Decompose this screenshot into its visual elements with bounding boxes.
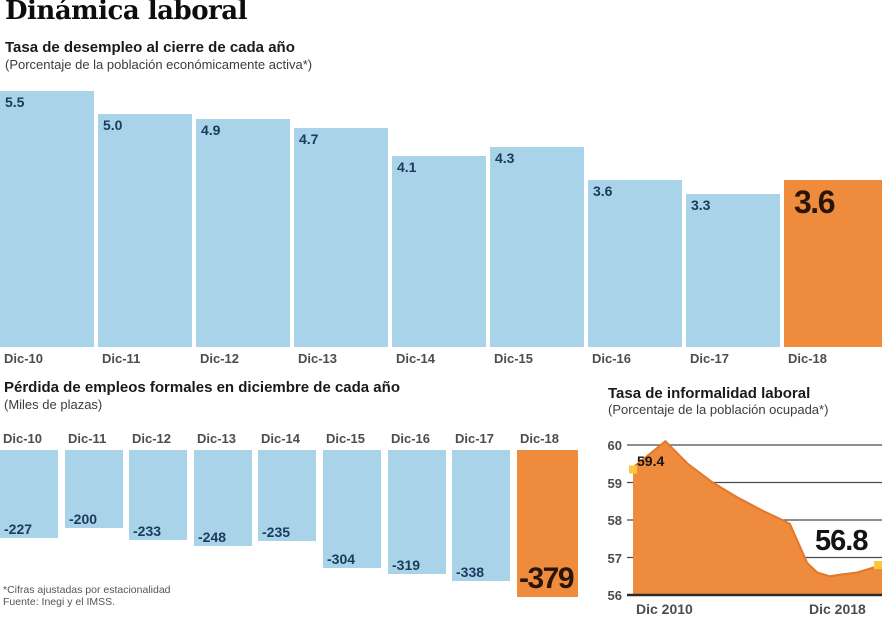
informality-chart-subtitle: (Porcentaje de la población ocupada*) <box>608 402 829 417</box>
x-axis-label: Dic-13 <box>197 431 237 446</box>
job-loss-chart-title: Pérdida de empleos formales en diciembre… <box>4 379 400 396</box>
x-axis-label-end: Dic 2018 <box>809 601 866 617</box>
bar-value-label: 4.1 <box>397 159 417 175</box>
end-value-label: 56.8 <box>812 526 871 556</box>
x-axis-label: Dic-15 <box>326 431 366 446</box>
bar-perdida-empleos-dic-13 <box>194 450 252 546</box>
x-axis-label: Dic-17 <box>455 431 495 446</box>
bar-value-label: 5.0 <box>103 117 123 133</box>
bar-value-label: 3.6 <box>593 183 613 199</box>
bar-desempleo-dic-10 <box>0 91 94 347</box>
page-title: Dinámica laboral <box>5 0 247 26</box>
bar-value-label: -233 <box>133 523 162 539</box>
bar-perdida-empleos-dic-15 <box>323 450 381 568</box>
x-axis-label: Dic-12 <box>132 431 172 446</box>
footnote-seasonality: *Cifras ajustadas por estacionalidad <box>3 584 171 596</box>
bar-desempleo-dic-14 <box>392 156 486 347</box>
x-axis-label: Dic-10 <box>3 431 43 446</box>
unemployment-chart-subtitle: (Porcentaje de la población económicamen… <box>5 57 313 72</box>
bar-value-label: -227 <box>4 521 33 537</box>
footnote-source: Fuente: Inegi y el IMSS. <box>3 596 116 608</box>
y-tick-label: 60 <box>607 438 622 453</box>
bar-value-label: -304 <box>327 551 356 567</box>
end-marker <box>874 561 882 569</box>
bar-value-label: -248 <box>198 529 227 545</box>
x-axis-label: Dic-18 <box>520 431 560 446</box>
bar-perdida-empleos-dic-18 <box>517 450 578 597</box>
bar-desempleo-dic-11 <box>98 114 192 347</box>
x-axis-label-start: Dic 2010 <box>636 601 693 617</box>
bar-value-label: 4.7 <box>299 131 319 147</box>
bar-value-label-highlight: 3.6 <box>794 184 835 220</box>
bar-perdida-empleos-dic-10 <box>0 450 58 538</box>
job-loss-chart-subtitle: (Miles de plazas) <box>4 397 103 412</box>
x-axis-label: Dic-17 <box>690 351 730 366</box>
informality-chart-title: Tasa de informalidad laboral <box>608 385 811 402</box>
x-axis-label: Dic-12 <box>200 351 240 366</box>
informality-line <box>632 439 882 578</box>
informality-plot <box>627 439 882 597</box>
bar-value-label: -200 <box>69 511 98 527</box>
y-tick-label: 58 <box>607 513 622 528</box>
x-axis-label: Dic-14 <box>261 431 301 446</box>
bar-value-label-highlight: -379 <box>519 562 575 595</box>
bar-perdida-empleos-dic-14 <box>258 450 316 541</box>
y-tick-label: 59 <box>607 475 622 491</box>
x-axis-label: Dic-16 <box>391 431 431 446</box>
x-axis-label: Dic-10 <box>4 351 44 366</box>
bar-value-label: 4.3 <box>495 150 515 166</box>
x-axis-label: Dic-18 <box>788 351 828 366</box>
bar-value-label: -338 <box>456 564 485 580</box>
x-axis-label: Dic-11 <box>68 431 107 446</box>
bar-value-label: 4.9 <box>201 122 221 138</box>
bar-desempleo-dic-17 <box>686 194 780 347</box>
bar-value-label: -319 <box>392 557 421 573</box>
start-value-label: 59.4 <box>637 453 665 469</box>
y-tick-label: 57 <box>607 550 622 566</box>
x-axis-label: Dic-13 <box>298 351 338 366</box>
x-axis-label: Dic-15 <box>494 351 534 366</box>
bar-value-label: 3.3 <box>691 197 711 213</box>
bar-desempleo-dic-15 <box>490 147 584 347</box>
bar-desempleo-dic-13 <box>294 128 388 347</box>
bar-perdida-empleos-dic-11 <box>65 450 123 528</box>
bar-desempleo-dic-12 <box>196 119 290 347</box>
bar-value-label: -235 <box>262 524 291 540</box>
bar-perdida-empleos-dic-16 <box>388 450 446 574</box>
x-axis-label: Dic-14 <box>396 351 436 366</box>
informality-area <box>633 441 882 595</box>
bar-perdida-empleos-dic-12 <box>129 450 187 540</box>
bar-value-label: 5.5 <box>5 94 25 110</box>
unemployment-chart-title: Tasa de desempleo al cierre de cada año <box>5 39 295 56</box>
start-marker <box>629 465 637 474</box>
bar-desempleo-dic-18 <box>784 180 882 347</box>
bar-perdida-empleos-dic-17 <box>452 450 510 581</box>
y-tick-label: 56 <box>607 588 622 603</box>
x-axis-label: Dic-16 <box>592 351 632 366</box>
bar-desempleo-dic-16 <box>588 180 682 347</box>
x-axis-label: Dic-11 <box>102 351 141 366</box>
